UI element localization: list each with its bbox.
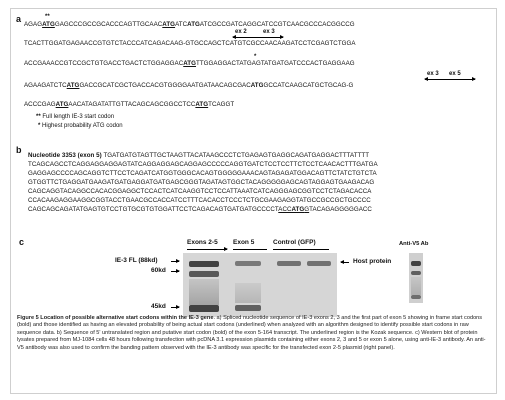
panel-b-heading-text: Nucleotide 3353 (exon 5) [28,152,102,159]
group-underline-exons-2-5 [187,247,228,251]
sequence-segment: TCAGGT [208,101,235,108]
figure-caption: Figure 5 Location of possible alternativ… [17,315,491,352]
panel-b-seq-line-6: CCACAAGAGGAAGGCGGTACCTGAACGCCACCATCCTTTC… [28,197,371,205]
legend-text-highest-probability: Highest probability ATG codon [42,123,123,129]
legend-text-full-length: Full length IE-3 start codon [42,114,115,120]
figure-panel: a ** AGAGATGGAGCCCGCCGCACCCAGTTGCAACATGA… [10,8,497,394]
sequence-segment: CCACAAGAGGAAGGCGGTACCTGAACGCCACCATCCTTTC… [28,197,371,204]
sequence-segment: GAGGAGCCCCAGCAGGTCTTCCTCAGATCATGGTGGGCAC… [28,170,377,177]
band-host-lane3 [277,261,301,266]
exon-boundary-arrow-2 [424,77,476,81]
marker-ie3-fl-arrow [171,259,180,263]
sequence-segment: AGAAGATCTC [24,82,67,89]
panel-c-letter: c [19,237,25,247]
group-label-control-gfp: Control (GFP) [273,239,316,246]
start-codon: ATG [162,21,176,28]
start-codon: ATG [42,21,55,28]
marker-45kd: 45kd [151,303,166,310]
start-codon: ATG [66,82,80,89]
band-v5-45kd [411,295,421,299]
panel-b-seq-line-3: GAGGAGCCCCAGCAGGTCTTCCTCAGATCATGGTGGGCAC… [28,170,377,178]
marker-45kd-arrow [171,305,180,309]
caption-title: Figure 5 Location of possible alternativ… [17,315,214,321]
start-codon: ATG [55,101,69,108]
start-codon: ACCATGG [278,206,310,213]
legend-highest-probability: * Highest probability ATG codon [38,122,123,130]
panel-a-seq-line-4: AGAAGATCTCATGGACCGCATCGCTGACCACGTGGGGAAT… [24,82,353,90]
band-60kd-lane1 [189,271,219,277]
sequence-segment: GCCATCAAGCATGCTGCAG-G [263,82,354,89]
start-codon: ATG [195,101,209,108]
band-host-lane4 [307,261,331,266]
group-label-exon-5: Exon 5 [233,239,255,246]
sequence-segment: ACCGAAACCGTCCGCTGTGACCTGACTCTGGAGGAC [24,60,184,67]
anti-v5-label: Anti-V5 Ab [399,241,429,247]
band-v5-fl [411,261,421,266]
panel-b-seq-line-4: GTGGTTCTGAGGATGAAGATGATGAGGATGATGAGCGGGT… [28,179,374,187]
start-codon: ATG [187,21,200,28]
sequence-segment: GACCGCATCGCTGACCACGTGGGGAATGATAACAGCGAC [79,82,251,89]
caption-body: . a) Spliced nucleotide sequence of IE-3… [17,315,486,351]
marker-ie3-fl: IE-3 FL (88kd) [115,257,158,264]
panel-a-seq-line-1: AGAGATGGAGCCCGCCGCACCCAGTTGCAACATGATCATG… [24,21,355,29]
host-protein-arrow [340,260,349,264]
sequence-segment: GTGGTTCTGAGGATGAAGATGATGAGGATGATGAGCGGGT… [28,179,375,186]
legend-full-length: ** Full length IE-3 start codon [36,113,114,121]
band-v5-60kd [411,271,421,275]
marker-host-protein: Host protein [353,258,392,265]
western-blot-main [183,253,337,317]
group-label-exons-2-5: Exons 2-5 [187,239,218,246]
panel-a-seq-line-3: ACCGAAACCGTCCGCTGTGACCTGACTCTGGAGGACATGT… [24,60,355,68]
panel-a-letter: a [16,14,22,24]
sequence-segment: AACATAGATATTGTTACAGCAGCGGCCTCC [68,101,196,108]
panel-b-seq-line-7: CAGCAGCAGATATGAGTGTCCTGTGCGTGTGGATTCCTCA… [28,206,372,214]
start-codon: ATG [250,82,264,89]
marker-60kd: 60kd [151,267,166,274]
exon-boundary-arrow-1 [232,35,284,39]
panel-a-seq-line-2: TCACTTGGATGAGAACCGTGTCTACCCATCAGACAAG-GT… [24,40,356,48]
band-host-lane2 [235,261,261,266]
panel-b-heading: Nucleotide 3353 (exon 5) TGATGATGTAGTTGC… [28,152,369,160]
sequence-segment: CAGCAGGTACAGGCCACACGGAGGCTCCACTCATCAAGGT… [28,188,372,195]
smear-lane1 [189,279,219,305]
group-underline-control [273,249,329,250]
sequence-segment: TGATGATGTAGTTGCTAAGTTACATAAGCCCTCTGAGAGT… [103,152,370,159]
exon-label-ex3: ex 3 [263,29,275,35]
panel-b-seq-line-1: TGATGATGTAGTTGCTAAGTTACATAAGCCCTCTGAGAGT… [103,152,369,159]
sequence-segment: GAGCCCGCCGCACCCAGTTGCAAC [54,21,163,28]
sequence-segment: ATC [175,21,188,28]
legend-mark-single: * [38,123,41,129]
band-45kd-lane1 [189,305,219,312]
full-length-stars: ** [45,14,50,20]
band-fl-lane1 [189,261,219,267]
smear-v5 [411,277,421,295]
sequence-segment: TCAGCAGCCTCAGGAGGAGGAGTATCAGGAGGAGCAGGAG… [28,161,378,168]
marker-60kd-arrow [171,269,180,273]
exon-label-ex2: ex 2 [235,29,247,35]
sequence-segment: TTGGAGGACTATGAGTATGATGATCCCACTGAGGAAG [196,60,355,67]
band-45kd-lane2 [235,305,261,311]
highest-probability-star: * [254,54,257,60]
exon-label-ex5: ex 5 [449,71,461,77]
panel-b-seq-line-5: CAGCAGGTACAGGCCACACGGAGGCTCCACTCATCAAGGT… [28,188,371,196]
panel-b-letter: b [16,145,22,155]
sequence-segment: AGAG [24,21,43,28]
panel-b-seq-line-2: TCAGCAGCCTCAGGAGGAGGAGTATCAGGAGGAGCAGGAG… [28,161,378,169]
sequence-segment: CAGCAGCAGATATGAGTGTCCTGTGCGTGTGGATTCCTCA… [28,206,279,213]
exon-label-ex3-b: ex 3 [427,71,439,77]
sequence-segment: ACCCGAG [24,101,56,108]
legend-mark-double: ** [36,114,41,120]
panel-a-seq-line-5: ACCCGAGATGAACATAGATATTGTTACAGCAGCGGCCTCC… [24,101,234,109]
smear-lane2 [235,283,261,303]
sequence-segment: TACAGAGGGGGACC [309,206,372,213]
group-underline-exon-5 [233,249,267,250]
start-codon: ATG [183,60,197,67]
sequence-segment: ATCGCCGATCAGGCATCCGTCAACGCCCACGGCCG [199,21,355,28]
sequence-segment: TCACTTGGATGAGAACCGTGTCTACCCATCAGACAAG-GT… [24,40,356,47]
western-blot-v5 [409,253,423,303]
